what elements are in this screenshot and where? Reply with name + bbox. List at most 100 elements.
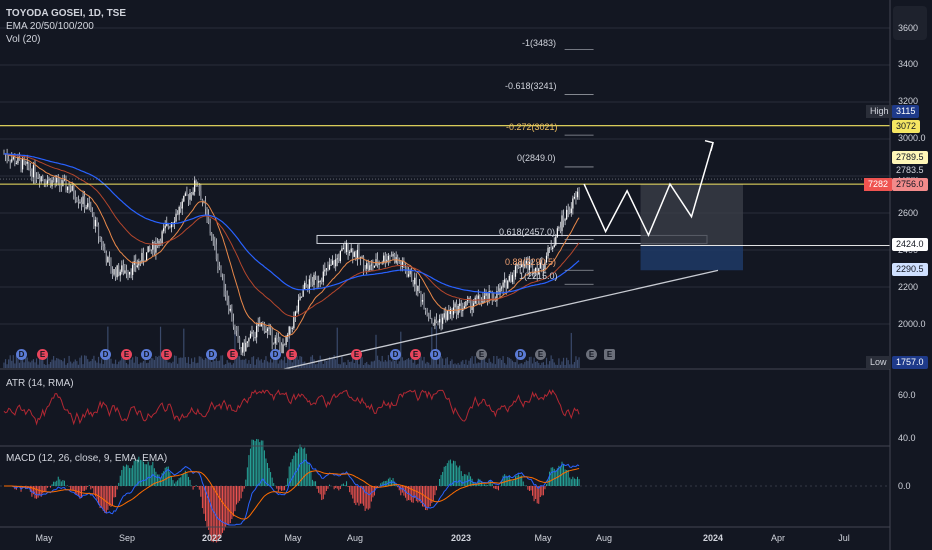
- candle-body: [102, 246, 104, 248]
- candle-body: [39, 177, 41, 182]
- ema-legend[interactable]: EMA 20/50/100/200: [6, 21, 94, 32]
- dividend-badge[interactable]: D: [100, 349, 111, 360]
- candle-body: [35, 177, 38, 179]
- candle-body: [20, 159, 22, 170]
- candle-body: [376, 259, 379, 265]
- macd-histogram-bar: [67, 485, 69, 486]
- macd-histogram-bar: [218, 486, 220, 538]
- volume-bar: [53, 356, 55, 368]
- settings-button[interactable]: [893, 6, 927, 40]
- macd-histogram-bar: [246, 467, 248, 486]
- volume-bar: [353, 362, 355, 368]
- earnings-badge[interactable]: E: [410, 349, 421, 360]
- candle-body: [169, 226, 171, 228]
- volume-bar: [118, 361, 120, 368]
- volume-bar: [6, 364, 8, 368]
- candle-body: [524, 264, 526, 268]
- candle-body: [246, 341, 248, 343]
- macd-histogram-bar: [223, 486, 225, 531]
- split-badge[interactable]: E: [586, 349, 597, 360]
- earnings-badge[interactable]: E: [286, 349, 297, 360]
- candle-body: [384, 255, 386, 263]
- volume-bar: [426, 361, 428, 368]
- macd-histogram-bar: [325, 486, 327, 491]
- earnings-badge[interactable]: E: [121, 349, 132, 360]
- candle-body: [260, 322, 262, 327]
- dividend-badge[interactable]: D: [16, 349, 27, 360]
- volume-bar: [97, 356, 100, 368]
- candle-body: [80, 201, 83, 205]
- volume-bar: [541, 362, 543, 368]
- earnings-badge[interactable]: E: [476, 349, 487, 360]
- dividend-badge[interactable]: D: [515, 349, 526, 360]
- earnings-badge[interactable]: E: [227, 349, 238, 360]
- candle-body: [425, 309, 427, 312]
- macd-histogram-bar: [82, 486, 84, 492]
- macd-histogram-bar: [291, 459, 293, 486]
- candle-body: [232, 320, 234, 327]
- macd-histogram-bar: [473, 481, 475, 486]
- volume-bar: [301, 356, 303, 368]
- candle-body: [18, 157, 21, 160]
- macd-histogram-bar: [57, 476, 59, 486]
- macd-histogram-bar: [456, 465, 458, 486]
- macd-histogram-bar: [122, 465, 124, 486]
- dividend-badge[interactable]: D: [390, 349, 401, 360]
- macd-histogram-bar: [28, 486, 30, 488]
- earnings-badge[interactable]: E: [161, 349, 172, 360]
- candle-body: [84, 196, 86, 209]
- candle-body: [276, 337, 278, 339]
- earnings-badge[interactable]: E: [351, 349, 362, 360]
- candle-body: [279, 340, 281, 346]
- volume-legend[interactable]: Vol (20): [6, 34, 41, 45]
- dividend-badge[interactable]: D: [430, 349, 441, 360]
- atr-legend[interactable]: ATR (14, RMA): [6, 378, 74, 389]
- symbol-title[interactable]: TOYODA GOSEI, 1D, TSE: [6, 8, 127, 19]
- candle-body: [221, 273, 224, 275]
- volume-bar: [376, 355, 379, 368]
- macd-histogram-bar: [29, 486, 31, 492]
- macd-histogram-bar: [380, 483, 382, 486]
- volume-bar: [504, 363, 506, 368]
- volume-bar: [469, 358, 472, 368]
- macd-histogram-bar: [226, 486, 228, 525]
- macd-histogram-bar: [135, 459, 137, 486]
- dividend-badge[interactable]: D: [141, 349, 152, 360]
- candle-body: [77, 200, 79, 203]
- candle-body: [446, 311, 448, 320]
- volume-bar: [138, 364, 140, 368]
- candle-body: [128, 271, 131, 275]
- macd-legend[interactable]: MACD (12, 26, close, 9, EMA, EMA): [6, 453, 168, 464]
- candle-body: [318, 281, 320, 283]
- candle-body: [552, 247, 554, 250]
- candle-body: [364, 268, 366, 270]
- candle-body: [101, 238, 103, 247]
- earnings-badge[interactable]: E: [604, 349, 615, 360]
- earnings-badge[interactable]: E: [37, 349, 48, 360]
- volume-bar: [63, 358, 66, 368]
- volume-bar: [327, 360, 329, 368]
- volume-bar: [170, 363, 172, 368]
- macd-histogram-bar: [349, 486, 351, 493]
- candle-body: [440, 318, 442, 324]
- volume-bar: [43, 364, 45, 368]
- dividend-badge[interactable]: D: [270, 349, 281, 360]
- volume-bar: [39, 356, 41, 368]
- volume-bar: [99, 363, 101, 368]
- volume-bar: [380, 361, 382, 368]
- volume-bar: [70, 361, 72, 368]
- macd-histogram-bar: [160, 479, 162, 486]
- macd-histogram-bar: [53, 481, 55, 486]
- volume-bar: [531, 363, 534, 368]
- volume-bar: [288, 326, 290, 368]
- macd-histogram-bar: [358, 486, 360, 506]
- macd-histogram-bar: [522, 481, 524, 486]
- volume-bar: [369, 364, 371, 368]
- dividend-badge[interactable]: D: [206, 349, 217, 360]
- drawings: [0, 49, 890, 370]
- macd-histogram-bar: [98, 486, 100, 505]
- volume-bar: [335, 359, 337, 368]
- candle-body: [197, 185, 199, 187]
- earnings-badge[interactable]: E: [535, 349, 546, 360]
